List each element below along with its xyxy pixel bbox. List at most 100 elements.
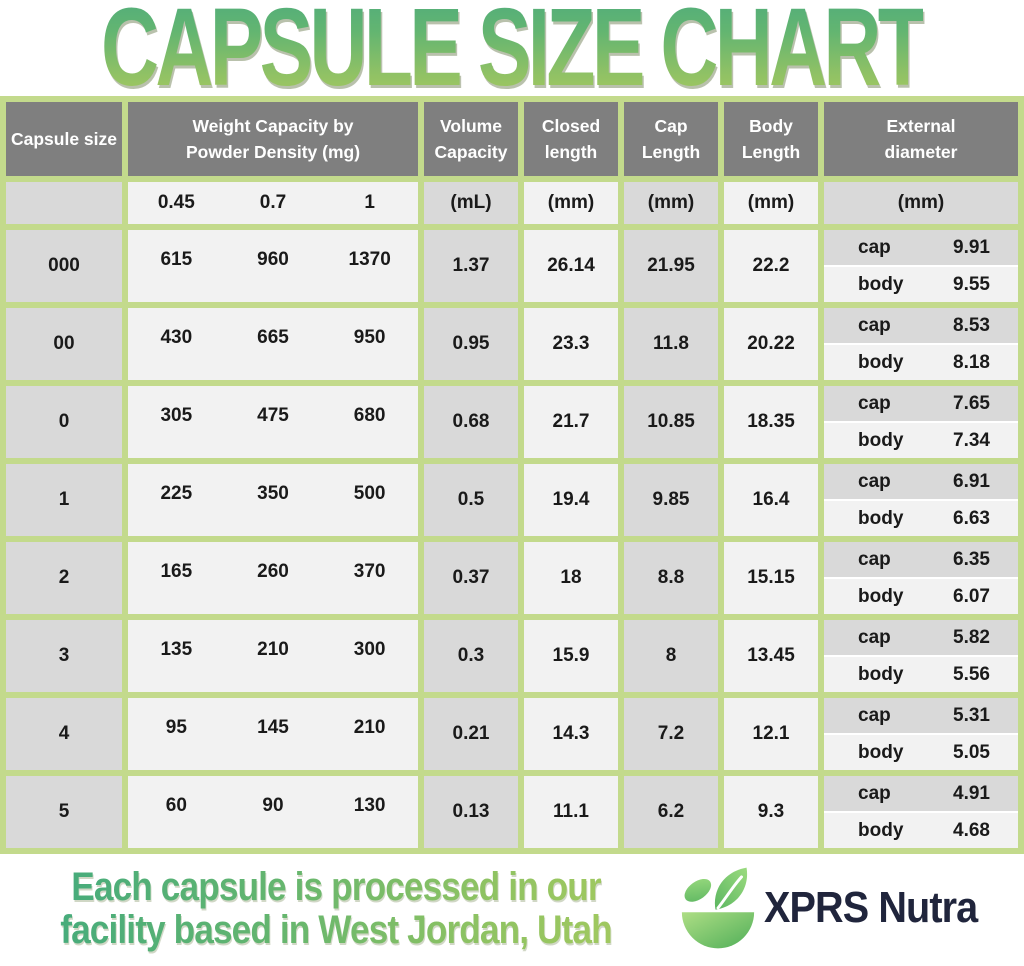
ext-cap-value: 5.82 [953, 626, 990, 648]
external-diameter-cap-row: cap 6.91 [824, 464, 1018, 499]
cell-body-length: 9.3 [724, 776, 818, 848]
weight-density-1: 130 [353, 795, 386, 816]
units-body: (mm) [724, 182, 818, 224]
cell-external-diameter: cap 7.65 body 7.34 [824, 386, 1018, 458]
cell-closed-length: 15.9 [524, 620, 618, 692]
header-volume-line1: Volume [440, 115, 502, 136]
header-closed-line1: Closed [541, 115, 601, 136]
ext-cap-value: 6.35 [953, 548, 990, 570]
external-diameter-cap-row: cap 8.53 [824, 308, 1018, 343]
cell-body-length: 22.2 [724, 230, 818, 302]
cell-closed-length: 18 [524, 542, 618, 614]
cell-volume: 0.5 [424, 464, 518, 536]
units-volume: (mL) [424, 182, 518, 224]
ext-cap-label: cap [858, 314, 891, 336]
cell-body-length: 16.4 [724, 464, 818, 536]
ext-cap-label: cap [858, 548, 891, 570]
cell-body-length: 15.15 [724, 542, 818, 614]
header-ext-line2: diameter [884, 142, 958, 162]
ext-body-label: body [858, 351, 904, 373]
ext-cap-label: cap [858, 392, 891, 414]
weight-density-07: 665 [257, 327, 289, 348]
cell-capsule-size: 2 [6, 542, 122, 614]
weight-density-1: 370 [353, 561, 386, 582]
weight-density-1: 680 [353, 405, 386, 426]
cell-capsule-size: 00 [6, 308, 122, 380]
cell-closed-length: 11.1 [524, 776, 618, 848]
cell-closed-length: 14.3 [524, 698, 618, 770]
cell-capsule-size: 1 [6, 464, 122, 536]
ext-cap-value: 8.53 [953, 314, 990, 336]
ext-cap-value: 6.91 [953, 470, 990, 492]
units-external: (mm) [824, 182, 1018, 224]
header-weight-capacity: Weight Capacity by Powder Density (mg) [128, 102, 418, 176]
weight-density-045: 615 [160, 249, 193, 270]
cell-body-length: 18.35 [724, 386, 818, 458]
ext-body-value: 5.56 [953, 663, 990, 685]
cell-weight-capacity: 135 210 300 [128, 620, 418, 692]
external-diameter-body-row: body 7.34 [824, 423, 1018, 458]
mortar-with-leaves-icon [681, 867, 755, 949]
ext-cap-label: cap [858, 236, 891, 258]
ext-cap-label: cap [858, 782, 891, 804]
title-bar: CAPSULE SIZE CHART [0, 0, 1024, 103]
weight-density-1: 300 [353, 639, 386, 660]
ext-body-value: 4.68 [953, 819, 990, 841]
external-diameter-body-row: body 6.63 [824, 501, 1018, 536]
external-diameter-cap-row: cap 5.82 [824, 620, 1018, 655]
cell-external-diameter: cap 5.31 body 5.05 [824, 698, 1018, 770]
header-body-line1: Body [749, 115, 793, 136]
ext-body-value: 8.18 [953, 351, 990, 373]
cell-closed-length: 23.3 [524, 308, 618, 380]
external-diameter-cap-row: cap 6.35 [824, 542, 1018, 577]
cell-cap-length: 10.85 [624, 386, 718, 458]
cell-capsule-size: 4 [6, 698, 122, 770]
ext-cap-label: cap [858, 470, 891, 492]
cell-closed-length: 26.14 [524, 230, 618, 302]
weight-density-07: 475 [257, 405, 289, 426]
ext-body-label: body [858, 585, 904, 607]
cell-volume: 0.21 [424, 698, 518, 770]
ext-body-label: body [858, 741, 904, 763]
header-volume-line2: Capacity [434, 142, 508, 162]
weight-density-045: 135 [160, 639, 193, 660]
cell-body-length: 20.22 [724, 308, 818, 380]
cell-cap-length: 8 [624, 620, 718, 692]
header-closed-length: Closed length [524, 102, 618, 176]
cell-capsule-size: 000 [6, 230, 122, 302]
external-diameter-body-row: body 9.55 [824, 267, 1018, 302]
density-0-7: 0.7 [259, 192, 287, 213]
cell-weight-capacity: 305 475 680 [128, 386, 418, 458]
footer-tagline: Each capsule is processed in our facilit… [6, 866, 666, 952]
cell-external-diameter: cap 9.91 body 9.55 [824, 230, 1018, 302]
external-diameter-cap-row: cap 7.65 [824, 386, 1018, 421]
weight-density-07: 960 [257, 249, 289, 270]
ext-body-label: body [858, 507, 904, 529]
cell-weight-capacity: 430 665 950 [128, 308, 418, 380]
ext-cap-value: 4.91 [953, 782, 990, 804]
ext-body-label: body [858, 819, 904, 841]
ext-body-value: 6.07 [953, 585, 990, 607]
cell-volume: 1.37 [424, 230, 518, 302]
cell-cap-length: 21.95 [624, 230, 718, 302]
footer: Each capsule is processed in our facilit… [0, 854, 1024, 966]
cell-external-diameter: cap 6.91 body 6.63 [824, 464, 1018, 536]
cell-closed-length: 21.7 [524, 386, 618, 458]
weight-density-045: 430 [160, 327, 193, 348]
header-closed-line2: length [544, 142, 598, 162]
cell-weight-capacity: 225 350 500 [128, 464, 418, 536]
cell-body-length: 12.1 [724, 698, 818, 770]
header-capsule-size: Capsule size [6, 102, 122, 176]
cell-cap-length: 6.2 [624, 776, 718, 848]
units-densities: 0.45 0.7 1 [128, 182, 418, 224]
cell-volume: 0.68 [424, 386, 518, 458]
cell-capsule-size: 0 [6, 386, 122, 458]
units-closed: (mm) [524, 182, 618, 224]
brand-name: XPRS Nutra [764, 883, 978, 932]
ext-body-label: body [858, 429, 904, 451]
cell-volume: 0.95 [424, 308, 518, 380]
weight-density-07: 350 [257, 483, 289, 504]
weight-density-045: 165 [160, 561, 193, 582]
cell-capsule-size: 5 [6, 776, 122, 848]
ext-body-value: 6.63 [953, 507, 990, 529]
